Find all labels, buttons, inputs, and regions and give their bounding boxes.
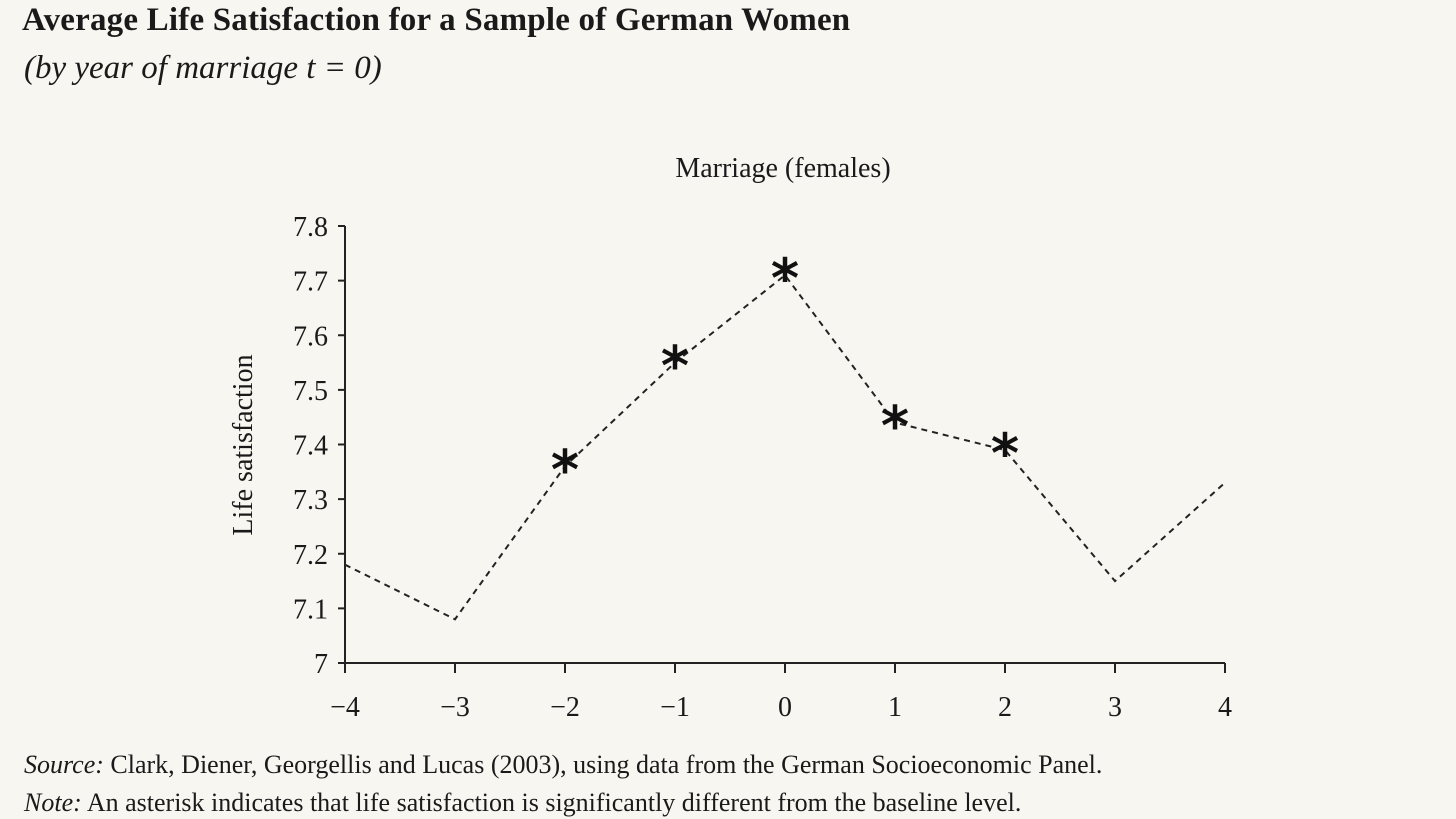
significance-marker: * xyxy=(551,438,579,501)
y-tick-label: 7.2 xyxy=(293,540,328,571)
y-tick-label: 7.6 xyxy=(293,321,328,352)
significance-marker: * xyxy=(771,247,799,310)
series-line xyxy=(344,273,1226,621)
y-tick-label: 7.7 xyxy=(293,267,328,298)
significance-marker: * xyxy=(881,395,909,458)
x-tick-label: 4 xyxy=(1218,692,1232,723)
source-label: Source: xyxy=(24,750,104,779)
source-note: Source: Clark, Diener, Georgellis and Lu… xyxy=(24,750,1102,780)
y-tick-label: 7 xyxy=(314,649,328,680)
figure-title: Average Life Satisfaction for a Sample o… xyxy=(22,2,851,38)
note-label: Note: xyxy=(24,788,82,817)
x-tick-label: 1 xyxy=(888,692,902,723)
x-tick-label: −3 xyxy=(440,692,470,723)
chart-title: Marriage (females) xyxy=(675,153,890,184)
x-tick-label: −2 xyxy=(550,692,580,723)
note-text: An asterisk indicates that life satisfac… xyxy=(81,788,1022,817)
y-tick-label: 7.3 xyxy=(293,485,328,516)
y-tick-label: 7.5 xyxy=(293,376,328,407)
y-tick-label: 7.8 xyxy=(293,212,328,243)
significance-marker: * xyxy=(661,335,689,398)
x-tick-label: −1 xyxy=(660,692,690,723)
x-tick-label: 3 xyxy=(1108,692,1122,723)
significance-marker: * xyxy=(991,422,1019,485)
line-chart: Marriage (females) Life satisfaction 7 7.… xyxy=(228,153,1232,723)
y-tick-label: 7.4 xyxy=(293,431,328,462)
y-axis-label: Life satisfaction xyxy=(228,354,259,535)
source-text: Clark, Diener, Georgellis and Lucas (200… xyxy=(103,750,1103,779)
x-tick-label: −4 xyxy=(330,692,360,723)
x-tick-label: 2 xyxy=(998,692,1012,723)
y-tick-label: 7.1 xyxy=(293,594,328,625)
figure-subtitle: (by year of marriage t = 0) xyxy=(24,50,382,86)
x-tick-label: 0 xyxy=(778,692,792,723)
asterisk-note: Note: An asterisk indicates that life sa… xyxy=(24,788,1021,818)
